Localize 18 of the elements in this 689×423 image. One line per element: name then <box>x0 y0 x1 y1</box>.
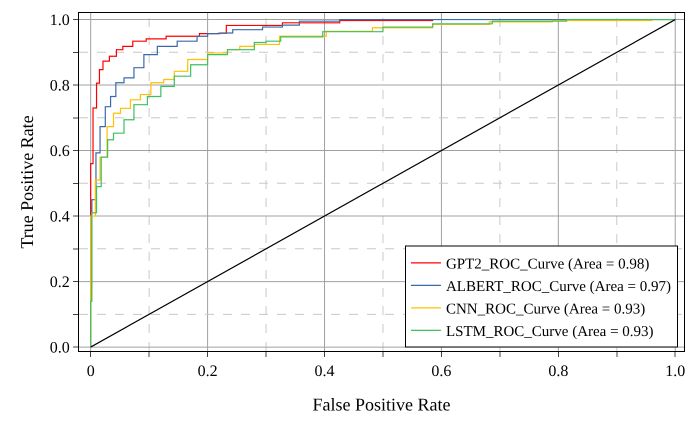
legend-label: ALBERT_ROC_Curve (Area = 0.97) <box>446 279 671 296</box>
y-axis-title: True Positive Rate <box>17 115 37 249</box>
x-tick-label: 0.8 <box>548 363 568 380</box>
y-tick-label: 0.4 <box>50 208 70 226</box>
x-axis-title: False Positive Rate <box>312 394 450 414</box>
y-tick-label: 0.8 <box>50 78 70 95</box>
y-tick-label: 0.2 <box>50 274 70 292</box>
x-tick-label: 0 <box>86 363 95 380</box>
legend-label: GPT2_ROC_Curve (Area = 0.98) <box>446 256 650 273</box>
x-tick-label: 1.0 <box>665 363 686 380</box>
y-tick-label: 1.0 <box>50 12 70 30</box>
legend-label: LSTM_ROC_Curve (Area = 0.93) <box>446 324 654 340</box>
legend-label: CNN_ROC_Curve (Area = 0.93) <box>446 302 646 318</box>
y-tick-label: 0.0 <box>50 340 70 357</box>
y-tick-label: 0.6 <box>50 143 70 160</box>
x-tick-label: 0.2 <box>198 363 218 380</box>
x-tick-label: 0.6 <box>431 363 452 380</box>
x-tick-label: 0.4 <box>314 363 335 380</box>
